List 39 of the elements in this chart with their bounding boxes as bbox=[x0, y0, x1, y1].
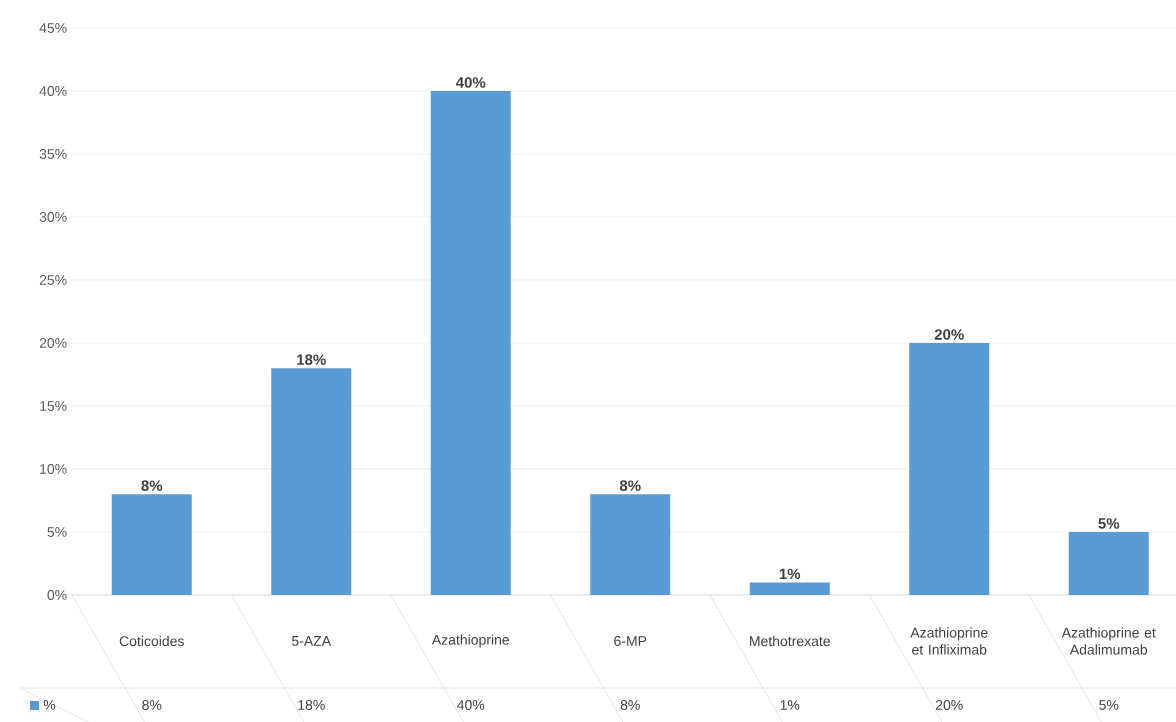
x-tick-label: Methotrexate bbox=[750, 635, 830, 647]
text: 1% bbox=[779, 568, 801, 580]
text: 8% bbox=[141, 480, 163, 491]
y-tick-label: 5% bbox=[47, 527, 67, 537]
bar bbox=[1068, 531, 1149, 595]
data-label: 5% bbox=[1099, 700, 1119, 710]
x-tick-label: Azathioprine bbox=[431, 634, 510, 648]
y-tick-label: 25% bbox=[39, 275, 67, 285]
y-tick-label: 10% bbox=[40, 464, 67, 474]
x-tick-label: 6-MP bbox=[614, 636, 647, 646]
bar bbox=[590, 494, 671, 595]
data-label: 40% bbox=[457, 700, 485, 710]
bar bbox=[909, 342, 990, 595]
data-label: 8% bbox=[142, 700, 162, 710]
x-tick-label: Azathioprine et Infliximab bbox=[910, 627, 988, 655]
bar bbox=[271, 368, 352, 595]
y-tick-label: 35% bbox=[39, 149, 67, 159]
bar bbox=[111, 494, 192, 595]
text: 20% bbox=[934, 329, 964, 340]
text: 18% bbox=[297, 354, 326, 365]
y-tick-label: 45% bbox=[39, 23, 67, 33]
bar bbox=[749, 582, 830, 595]
text: 5% bbox=[1098, 518, 1120, 529]
x-tick-label: 5-AZA bbox=[291, 636, 332, 646]
y-tick-label: 30% bbox=[39, 212, 67, 222]
data-label: 18% bbox=[298, 700, 325, 710]
bar bbox=[430, 90, 511, 595]
y-tick-label: 40% bbox=[39, 86, 67, 96]
data-label: 8% bbox=[620, 700, 640, 710]
text: 40% bbox=[455, 77, 486, 88]
data-label: 20% bbox=[935, 700, 963, 710]
y-tick-label: 20% bbox=[39, 338, 67, 348]
data-label: 1% bbox=[780, 700, 800, 710]
x-tick-label: Azathioprine et Adalimumab bbox=[1061, 627, 1156, 655]
legend-label: % bbox=[43, 700, 56, 710]
y-tick-label: 0% bbox=[47, 590, 67, 600]
y-tick-label: 15% bbox=[40, 401, 67, 411]
x-tick-label: Coticoides bbox=[119, 635, 184, 647]
text: 8% bbox=[619, 480, 641, 491]
